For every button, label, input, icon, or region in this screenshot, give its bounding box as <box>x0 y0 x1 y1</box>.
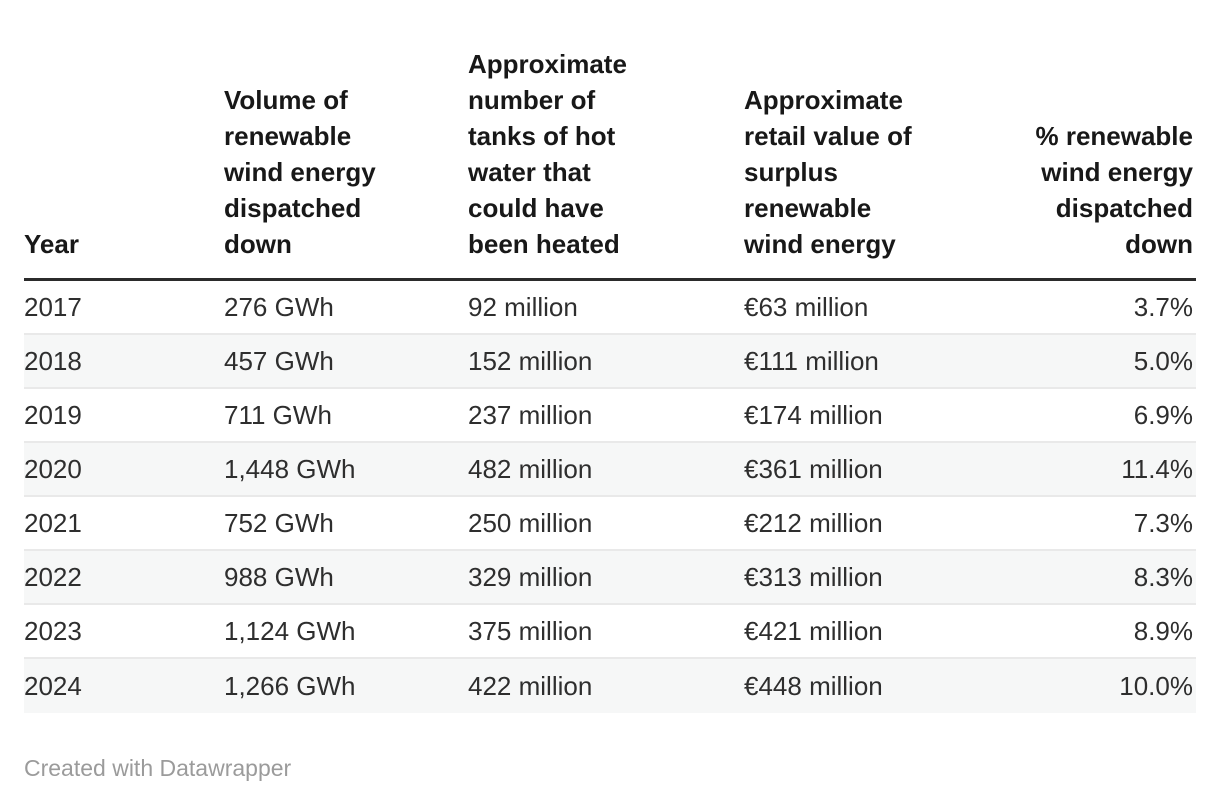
table-cell-year: 2024 <box>24 670 82 701</box>
table-cell-pct: 3.7% <box>990 279 1196 335</box>
table-cell-tanks: 329 million <box>468 550 744 605</box>
table-cell-value: €174 million <box>744 388 990 443</box>
table-cell-year: 2019 <box>24 388 224 443</box>
table-cell-pct: 11.4% <box>990 442 1196 497</box>
table-cell-tanks: 92 million <box>468 279 744 335</box>
table-cell-tanks: 422 million <box>468 670 593 701</box>
table-cell-year: 2020 <box>24 442 224 497</box>
table-row: 2021 752 GWh 250 million €212 million 7.3% <box>24 496 1196 551</box>
table-cell-pct: 10.0% <box>1119 670 1193 701</box>
table-row: 2024 1,266 GWh 422 million €448 million 10.0… <box>24 658 1196 713</box>
table-cell-volume: 1,124 GWh <box>224 604 468 659</box>
table-cell-year: 2022 <box>24 550 224 605</box>
table-row: 2022 988 GWh 329 million €313 million 8.3% <box>24 550 1196 605</box>
table-cell-value: €111 million <box>744 334 990 389</box>
table-cell-pct: 8.9% <box>990 604 1196 659</box>
table-cell-year: 2021 <box>24 496 224 551</box>
table-header: Year Volume of renewable wind energy dis… <box>24 46 1196 281</box>
table-body: 2017 276 GWh 92 million €63 million 3.7% 2018… <box>24 279 1196 713</box>
table-cell-volume: 1,266 GWh <box>224 670 356 701</box>
table-cell-value: €212 million <box>744 496 990 551</box>
table-cell-value: €448 million <box>744 670 883 701</box>
header-row: Year Volume of renewable wind energy dis… <box>24 46 1196 281</box>
table-cell-volume: 276 GWh <box>224 279 468 335</box>
column-header-volume: Volume of renewable wind energy dispatch… <box>224 46 468 281</box>
table-cell-year: 2018 <box>24 334 224 389</box>
table-cell-volume: 752 GWh <box>224 496 468 551</box>
table-cell-volume: 988 GWh <box>224 550 468 605</box>
table-cell-value: €421 million <box>744 604 990 659</box>
datawrapper-credit: Created with Datawrapper <box>24 755 292 781</box>
table-row: 2018 457 GWh 152 million €111 million 5.0% <box>24 334 1196 389</box>
data-table: Year Volume of renewable wind energy dis… <box>24 46 1196 713</box>
column-header-value: Approximate retail value of surplus rene… <box>744 46 990 281</box>
column-header-year: Year <box>24 46 224 281</box>
table-cell-value: €313 million <box>744 550 990 605</box>
table-cell-year: 2023 <box>24 604 224 659</box>
table-cell-year: 2017 <box>24 279 224 335</box>
table-cell-volume: 711 GWh <box>224 388 468 443</box>
table-cell-pct: 6.9% <box>990 388 1196 443</box>
table-cell-tanks: 250 million <box>468 496 744 551</box>
column-header-tanks: Approximate number of tanks of hot water… <box>468 46 744 281</box>
table-cell-value: €63 million <box>744 279 990 335</box>
table-cell-volume: 1,448 GWh <box>224 442 468 497</box>
table-cell-tanks: 237 million <box>468 388 744 443</box>
table-cell-pct: 8.3% <box>990 550 1196 605</box>
table-row: 2020 1,448 GWh 482 million €361 million 11.4… <box>24 442 1196 497</box>
table-row: 2023 1,124 GWh 375 million €421 million 8.9% <box>24 604 1196 659</box>
table-cell-value: €361 million <box>744 442 990 497</box>
table-cell-tanks: 375 million <box>468 604 744 659</box>
column-header-pct: % renewable wind energy dispatched down <box>990 46 1196 281</box>
table-row: 2017 276 GWh 92 million €63 million 3.7% <box>24 279 1196 335</box>
table-cell-volume: 457 GWh <box>224 334 468 389</box>
table-cell-pct: 5.0% <box>990 334 1196 389</box>
table-row: 2019 711 GWh 237 million €174 million 6.9% <box>24 388 1196 443</box>
table-cell-tanks: 482 million <box>468 442 744 497</box>
table-cell-tanks: 152 million <box>468 334 744 389</box>
table-cell-pct: 7.3% <box>990 496 1196 551</box>
